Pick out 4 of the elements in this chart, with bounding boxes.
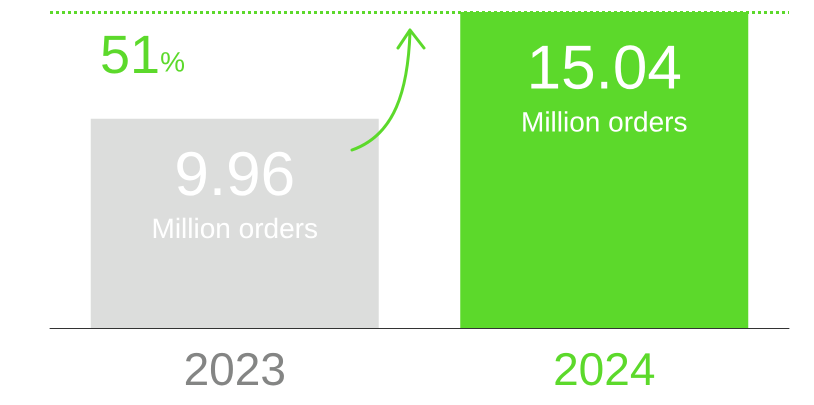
data-label: 15.04 Million orders — [521, 34, 688, 138]
x-tick-label: 2024 — [553, 343, 656, 395]
annotation: 51% — [100, 25, 185, 85]
x-tick-label: 2023 — [184, 343, 286, 395]
